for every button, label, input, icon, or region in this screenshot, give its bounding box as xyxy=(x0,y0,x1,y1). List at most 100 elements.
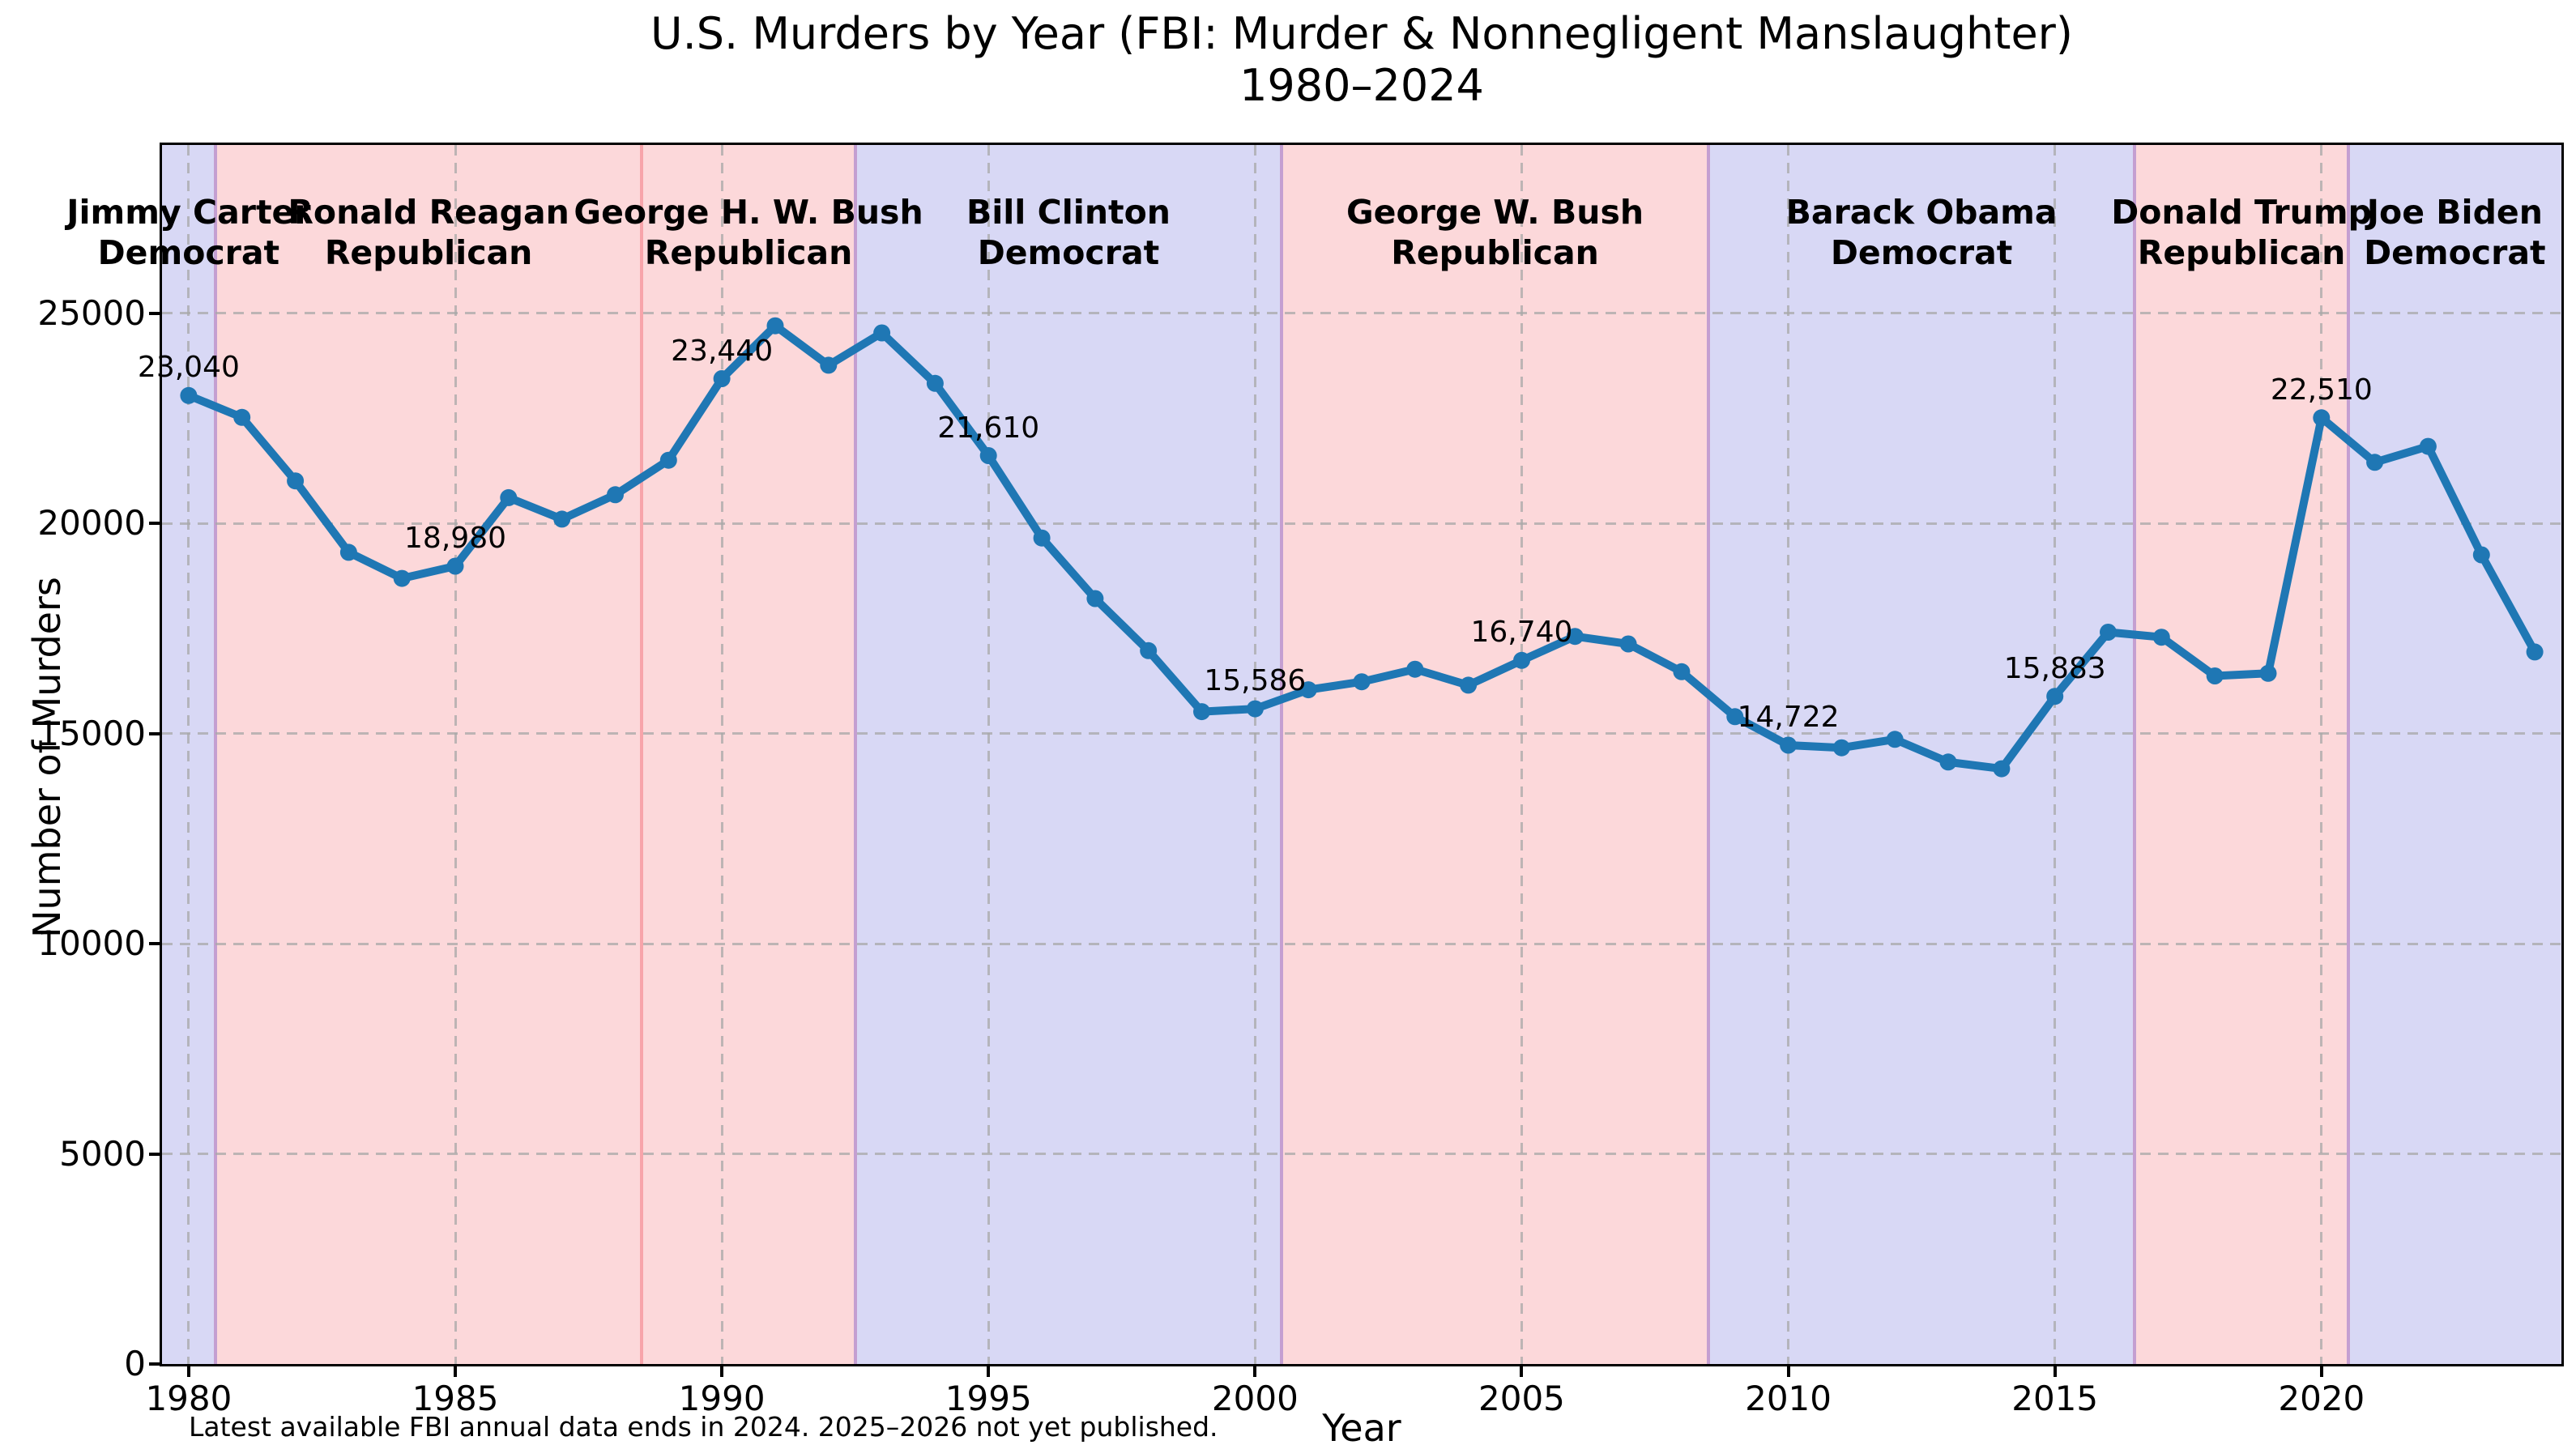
data-point-1984 xyxy=(393,569,411,587)
data-point-2021 xyxy=(2366,454,2384,471)
value-annotation-2005: 16,740 xyxy=(1470,616,1573,650)
president-party: Democrat xyxy=(97,233,280,272)
president-label-joe-biden: Joe Biden Democrat xyxy=(2364,192,2546,273)
value-annotation-1980: 23,040 xyxy=(137,351,240,385)
data-point-2011 xyxy=(1832,739,1850,757)
x-tick-label-1995: 1995 xyxy=(945,1379,1032,1418)
data-point-2005 xyxy=(1513,651,1530,669)
y-tick-label-25000: 25000 xyxy=(37,292,146,333)
x-tick-2000 xyxy=(1253,1364,1257,1377)
data-point-2007 xyxy=(1619,635,1637,653)
x-tick-label-1980: 1980 xyxy=(145,1379,232,1418)
x-tick-2005 xyxy=(1520,1364,1524,1377)
y-gridline-10000 xyxy=(162,942,2561,945)
president-party: Democrat xyxy=(1830,233,2013,272)
data-point-1987 xyxy=(553,510,571,528)
x-tick-1980 xyxy=(186,1364,190,1377)
president-name: Barack Obama xyxy=(1785,193,2058,232)
value-annotation-1990: 23,440 xyxy=(671,334,774,368)
president-band-bill-clinton xyxy=(855,145,1282,1364)
data-point-1997 xyxy=(1086,590,1104,607)
data-point-2004 xyxy=(1460,676,1478,694)
chart-title-line1: U.S. Murders by Year (FBI: Murder & Nonn… xyxy=(650,8,2073,59)
data-point-2006 xyxy=(1566,628,1584,646)
president-name: George W. Bush xyxy=(1346,193,1644,232)
president-band-george-w-bush xyxy=(1282,145,1708,1364)
y-gridline-5000 xyxy=(162,1153,2561,1156)
president-label-ronald-reagan: Ronald Reagan Republican xyxy=(288,192,569,273)
data-point-2001 xyxy=(1299,681,1317,699)
x-tick-1985 xyxy=(454,1364,458,1377)
president-label-george-h-w-bush: George H. W. Bush Republican xyxy=(574,192,923,273)
term-boundary-ronald-reagan-george-h-w-bush xyxy=(640,145,644,1364)
data-point-1992 xyxy=(820,356,838,374)
president-band-joe-biden xyxy=(2348,145,2561,1364)
term-boundary-donald-trump-joe-biden xyxy=(2346,145,2350,1364)
x-tick-label-1985: 1985 xyxy=(412,1379,499,1418)
president-band-ronald-reagan xyxy=(215,145,642,1364)
y-tick-15000 xyxy=(149,731,162,735)
murders-line-series xyxy=(180,317,2544,778)
data-point-2013 xyxy=(1939,753,1957,771)
president-label-jimmy-carter: Jimmy Carter Democrat xyxy=(66,192,310,273)
x-tick-label-2015: 2015 xyxy=(2011,1379,2099,1418)
president-party: Republican xyxy=(1391,233,1599,272)
y-tick-label-15000: 15000 xyxy=(37,713,146,753)
president-party: Republican xyxy=(644,233,853,272)
value-annotation-1995: 21,610 xyxy=(937,411,1040,445)
data-point-2000 xyxy=(1246,700,1264,718)
president-name: Bill Clinton xyxy=(966,193,1171,232)
term-boundary-bill-clinton-george-w-bush xyxy=(1280,145,1284,1364)
y-tick-label-5000: 5000 xyxy=(59,1133,146,1174)
y-tick-0 xyxy=(149,1362,162,1366)
data-point-1986 xyxy=(500,488,518,506)
data-point-2015 xyxy=(2046,688,2064,705)
x-gridline-1980 xyxy=(187,145,190,1364)
term-boundary-george-w-bush-barack-obama xyxy=(1706,145,1710,1364)
value-annotation-2000: 15,586 xyxy=(1204,664,1307,698)
y-tick-5000 xyxy=(149,1152,162,1156)
president-party: Democrat xyxy=(2364,233,2546,272)
data-point-1993 xyxy=(873,324,891,342)
y-tick-label-0: 0 xyxy=(124,1344,146,1383)
x-tick-2020 xyxy=(2319,1364,2323,1377)
data-point-1995 xyxy=(979,447,997,464)
x-axis-label: Year xyxy=(1322,1406,1401,1445)
president-label-george-w-bush: George W. Bush Republican xyxy=(1346,192,1644,273)
y-tick-label-10000: 10000 xyxy=(37,923,146,964)
data-point-1998 xyxy=(1140,642,1158,659)
x-gridline-2005 xyxy=(1520,145,1523,1364)
value-annotation-1985: 18,980 xyxy=(404,522,506,555)
term-boundary-george-h-w-bush-bill-clinton xyxy=(853,145,857,1364)
data-point-2012 xyxy=(1886,731,1904,748)
x-gridline-1990 xyxy=(720,145,723,1364)
footnote: Latest available FBI annual data ends in… xyxy=(189,1411,1218,1443)
plot-area: 23,040 18,980 23,440 21,610 15,586 16,740 14,7… xyxy=(37,143,2564,1417)
y-tick-20000 xyxy=(149,522,162,526)
data-point-2008 xyxy=(1673,663,1691,680)
data-point-2022 xyxy=(2419,437,2437,455)
president-name: Joe Biden xyxy=(2366,193,2543,232)
data-point-1983 xyxy=(339,543,357,561)
data-point-1985 xyxy=(446,557,464,575)
y-gridline-15000 xyxy=(162,732,2561,735)
x-tick-label-2020: 2020 xyxy=(2278,1379,2365,1418)
data-point-2024 xyxy=(2526,643,2544,661)
data-point-1982 xyxy=(287,472,305,490)
x-tick-label-2005: 2005 xyxy=(1478,1379,1565,1418)
x-gridline-1995 xyxy=(987,145,990,1364)
data-point-1980 xyxy=(180,386,198,404)
data-point-2003 xyxy=(1406,660,1424,678)
x-gridline-2015 xyxy=(2054,145,2057,1364)
value-annotation-2020: 22,510 xyxy=(2270,373,2373,407)
president-label-donald-trump: Donald Trump Republican xyxy=(2111,192,2372,273)
president-name: Ronald Reagan xyxy=(288,193,569,232)
president-party: Republican xyxy=(324,233,533,272)
chart-title: U.S. Murders by Year (FBI: Murder & Nonn… xyxy=(162,8,2561,112)
value-annotation-2015: 15,883 xyxy=(2003,651,2106,685)
term-boundary-barack-obama-donald-trump xyxy=(2133,145,2137,1364)
president-label-barack-obama: Barack Obama Democrat xyxy=(1786,192,2058,273)
y-gridline-20000 xyxy=(162,522,2561,525)
data-point-2018 xyxy=(2206,667,2224,684)
